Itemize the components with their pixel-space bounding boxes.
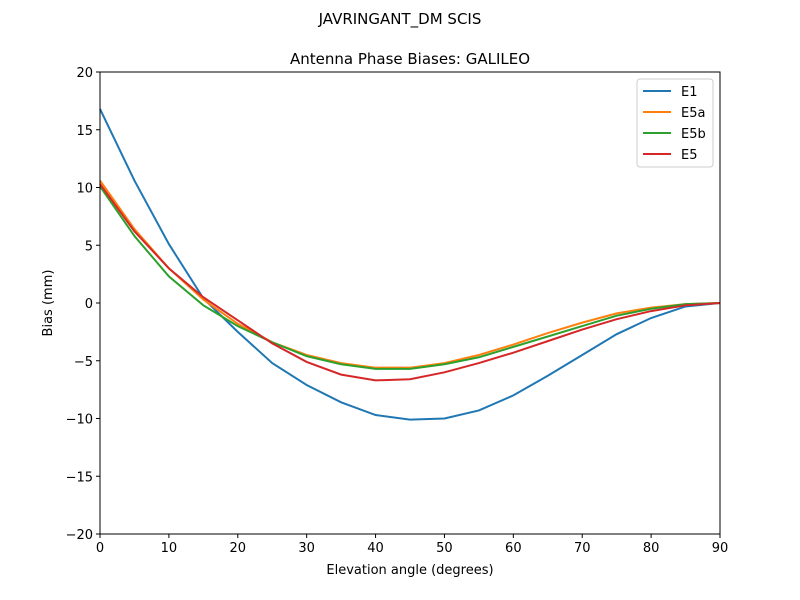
legend-label: E1 bbox=[681, 85, 698, 100]
x-tick-label: 0 bbox=[96, 541, 104, 556]
x-tick-label: 40 bbox=[367, 541, 384, 556]
series-line-e5b bbox=[99, 185, 721, 370]
x-tick-label: 30 bbox=[298, 541, 315, 556]
legend: E1 E5a E5b E5 bbox=[636, 78, 714, 168]
series-line-e5 bbox=[99, 183, 721, 382]
y-tick-label: 5 bbox=[85, 239, 93, 254]
x-tick-label: 70 bbox=[574, 541, 591, 556]
x-tick-label: 80 bbox=[643, 541, 660, 556]
x-tick-label: 60 bbox=[505, 541, 522, 556]
x-axis-label: Elevation angle (degrees) bbox=[326, 563, 493, 578]
y-tick-label: 20 bbox=[76, 66, 93, 81]
y-axis-label: Bias (mm) bbox=[41, 270, 56, 337]
x-tick-label: 20 bbox=[230, 541, 247, 556]
x-tick-label: 50 bbox=[436, 541, 453, 556]
plot-frame bbox=[99, 71, 721, 535]
y-tick-label: −15 bbox=[66, 470, 93, 485]
y-tick-label: −5 bbox=[74, 355, 93, 370]
legend-label: E5b bbox=[681, 127, 706, 142]
x-tick-label: 10 bbox=[161, 541, 178, 556]
chart-title: Antenna Phase Biases: GALILEO bbox=[290, 50, 530, 68]
x-tick-label: 90 bbox=[712, 541, 729, 556]
y-tick-label: −10 bbox=[66, 413, 93, 428]
legend-label: E5 bbox=[681, 148, 698, 163]
series-line-e5a bbox=[99, 179, 721, 369]
legend-label: E5a bbox=[681, 106, 705, 121]
legend-box bbox=[636, 78, 714, 168]
figure-suptitle: JAVRINGANT_DM SCIS bbox=[318, 10, 482, 29]
y-tick-label: 10 bbox=[76, 182, 93, 197]
y-tick-label: 0 bbox=[85, 297, 93, 312]
y-tick-label: −20 bbox=[66, 528, 93, 543]
y-tick-label: 15 bbox=[76, 124, 93, 139]
series-line-e1 bbox=[99, 108, 721, 421]
